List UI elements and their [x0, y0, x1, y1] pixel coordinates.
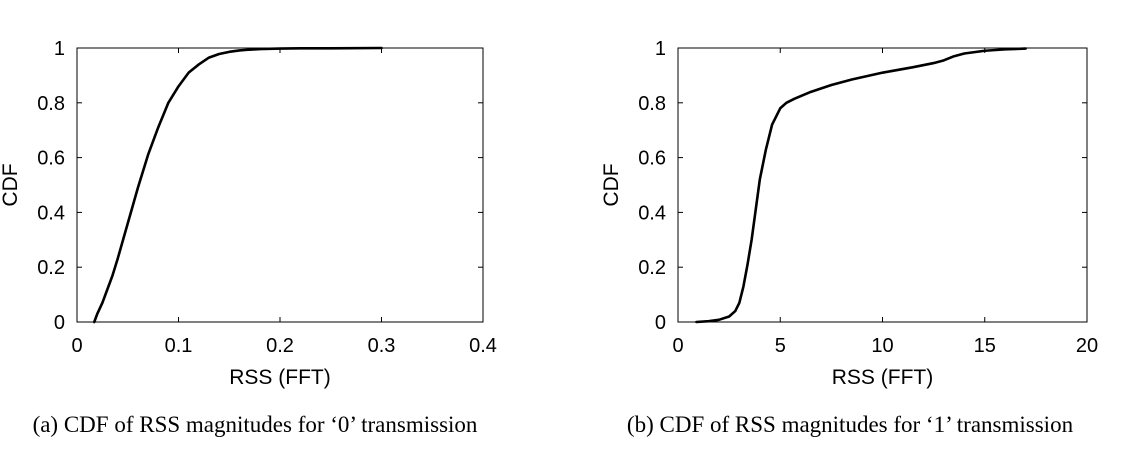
chart-panel-2: 0 5 10 15 20 0 0.2 0.4 0.6 0.8 1 RSS (FFT) CDF (b) CD…	[600, 38, 1098, 437]
y-tick-label: 0	[54, 312, 65, 334]
x-axis-label: RSS (FFT)	[229, 366, 330, 389]
x-tick-label: 0	[672, 335, 683, 357]
y-tick-label: 0.6	[37, 148, 65, 170]
x-tick-label: 0.2	[266, 335, 294, 357]
x-tick-label: 10	[871, 335, 893, 357]
cdf-series-line	[695, 47, 1027, 324]
y-tick-label: 0.8	[638, 93, 666, 115]
y-tick-label: 0.4	[37, 202, 65, 224]
y-tick-label: 0.2	[37, 257, 65, 279]
chart-panel-1: 0 0.1 0.2 0.3 0.4 0 0.2 0.4 0.6 0.8 1 RSS (FFT) CDF (…	[0, 38, 497, 437]
figure-caption: (a) CDF of RSS magnitudes for ‘0’ transm…	[33, 412, 478, 437]
cdf-series-line	[92, 46, 383, 324]
x-tick-label: 15	[974, 335, 996, 357]
y-tick-label: 1	[54, 38, 65, 60]
x-axis-label: RSS (FFT)	[832, 366, 933, 389]
x-tick-label: 0	[71, 335, 82, 357]
plot-frame	[677, 47, 1088, 323]
y-tick-label: 0.8	[37, 93, 65, 115]
x-tick-label: 0.1	[165, 335, 193, 357]
y-tick-label: 0.4	[638, 202, 666, 224]
x-tick-label: 0.3	[368, 335, 396, 357]
y-tick-label: 0.6	[638, 148, 666, 170]
x-tick-label: 0.4	[469, 335, 497, 357]
x-tick-label: 5	[775, 335, 786, 357]
y-tick-label: 1	[655, 38, 666, 60]
y-axis-label: CDF	[600, 163, 623, 206]
y-axis-label: CDF	[0, 163, 22, 206]
x-tick-label: 20	[1076, 335, 1098, 357]
figure-caption: (b) CDF of RSS magnitudes for ‘1’ transm…	[627, 412, 1074, 437]
y-tick-label: 0.2	[638, 257, 666, 279]
y-tick-label: 0	[655, 312, 666, 334]
